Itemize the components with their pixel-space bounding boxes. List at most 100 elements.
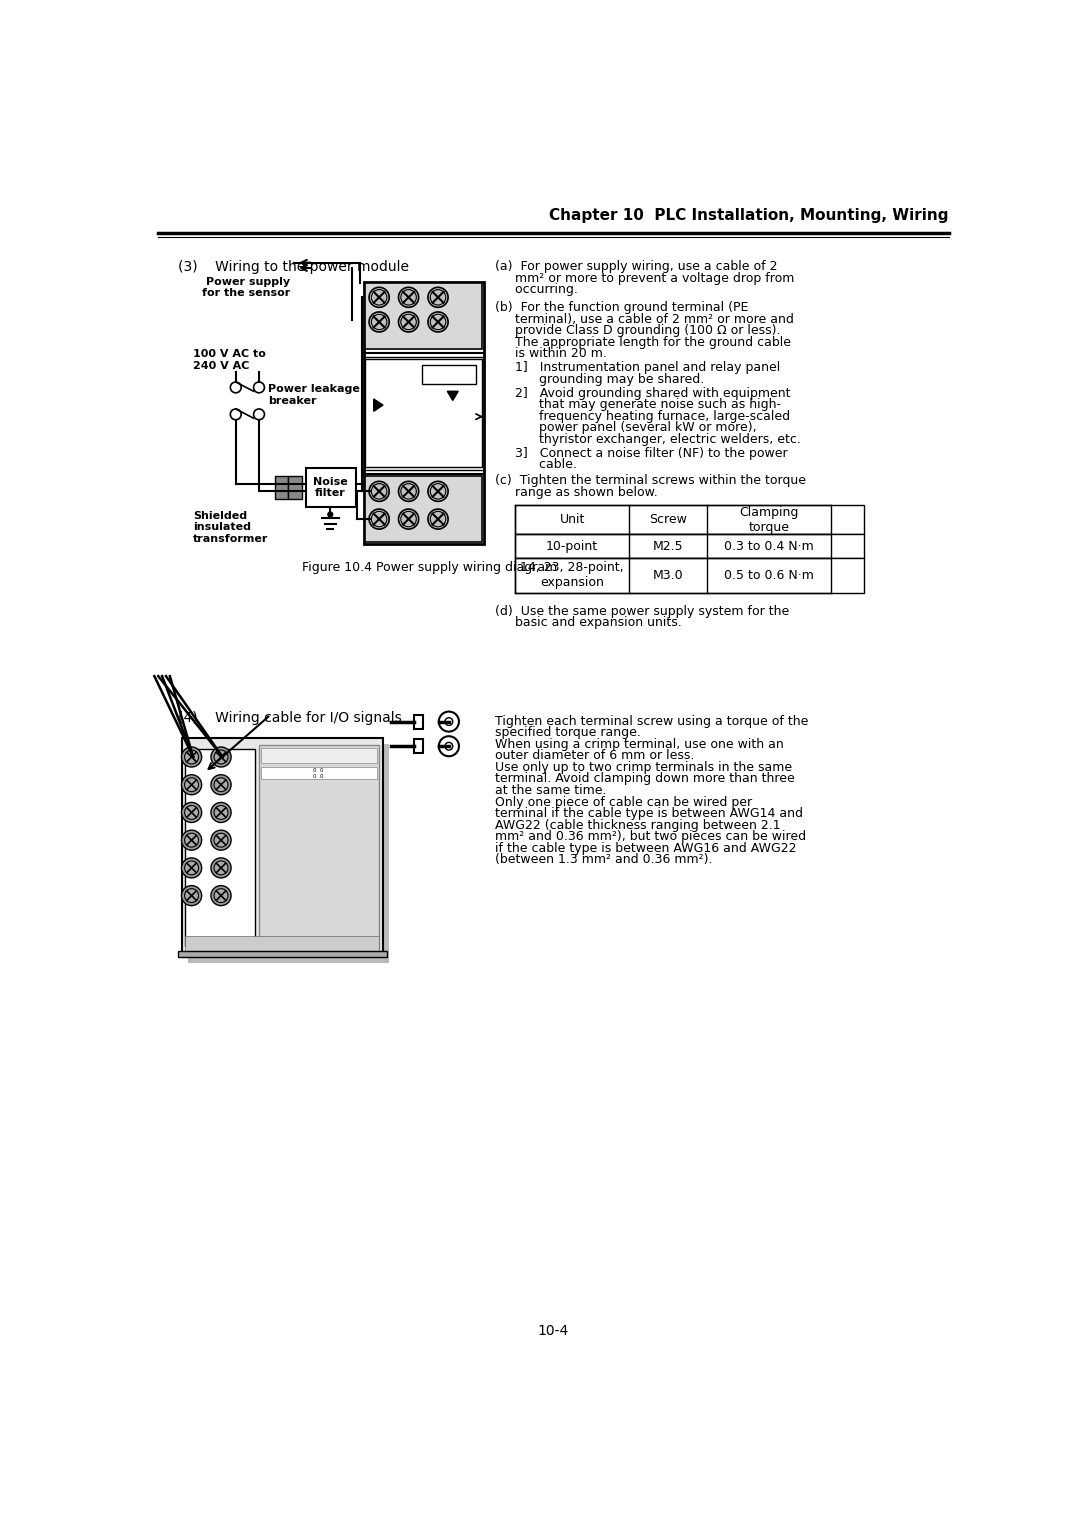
Text: (3)    Wiring to the power module: (3) Wiring to the power module <box>177 260 408 275</box>
Bar <box>274 475 288 500</box>
Circle shape <box>230 382 241 393</box>
Circle shape <box>401 315 416 330</box>
Bar <box>306 468 356 507</box>
Circle shape <box>372 484 387 500</box>
Circle shape <box>185 805 199 819</box>
Text: frequency heating furnace, large-scaled: frequency heating furnace, large-scaled <box>496 410 791 423</box>
Bar <box>181 738 383 957</box>
Bar <box>186 935 379 952</box>
Text: thyristor exchanger, electric welders, etc.: thyristor exchanger, electric welders, e… <box>496 432 801 446</box>
Bar <box>515 506 864 535</box>
Text: Figure 10.4 Power supply wiring diagram: Figure 10.4 Power supply wiring diagram <box>301 561 557 573</box>
Text: The appropriate length for the ground cable: The appropriate length for the ground ca… <box>496 336 792 348</box>
Circle shape <box>254 410 265 420</box>
Circle shape <box>214 833 228 847</box>
Circle shape <box>211 830 231 850</box>
Text: AWG22 (cable thickness ranging between 2.1: AWG22 (cable thickness ranging between 2… <box>496 819 781 831</box>
Text: cable.: cable. <box>496 458 577 471</box>
Bar <box>515 558 864 593</box>
Bar <box>365 284 482 348</box>
Circle shape <box>428 312 448 332</box>
Circle shape <box>369 287 389 307</box>
Text: Only one piece of cable can be wired per: Only one piece of cable can be wired per <box>496 796 753 808</box>
Text: grounding may be shared.: grounding may be shared. <box>496 373 704 385</box>
Bar <box>259 746 379 949</box>
Bar <box>186 749 255 946</box>
Circle shape <box>181 802 202 822</box>
Circle shape <box>372 512 387 527</box>
Text: 2]   Avoid grounding shared with equipment: 2] Avoid grounding shared with equipment <box>496 387 791 400</box>
Circle shape <box>214 805 228 819</box>
Text: power panel (several kW or more),: power panel (several kW or more), <box>496 422 757 434</box>
Text: provide Class D grounding (100 Ω or less).: provide Class D grounding (100 Ω or less… <box>496 324 781 338</box>
Text: specified torque range.: specified torque range. <box>496 726 642 740</box>
Circle shape <box>214 889 228 903</box>
Text: terminal if the cable type is between AWG14 and: terminal if the cable type is between AW… <box>496 807 804 821</box>
Text: mm² and 0.36 mm²), but two pieces can be wired: mm² and 0.36 mm²), but two pieces can be… <box>496 830 807 843</box>
Circle shape <box>185 750 199 764</box>
Text: Unit: Unit <box>559 513 584 526</box>
Circle shape <box>445 743 453 750</box>
Circle shape <box>430 290 446 306</box>
Text: Shielded
insulated
transformer: Shielded insulated transformer <box>193 510 269 544</box>
Circle shape <box>401 290 416 306</box>
Text: outer diameter of 6 mm or less.: outer diameter of 6 mm or less. <box>496 749 694 762</box>
Text: terminal. Avoid clamping down more than three: terminal. Avoid clamping down more than … <box>496 773 795 785</box>
Bar <box>414 740 423 753</box>
Text: (between 1.3 mm² and 0.36 mm²).: (between 1.3 mm² and 0.36 mm²). <box>496 853 713 866</box>
Circle shape <box>181 857 202 879</box>
Circle shape <box>428 481 448 501</box>
Bar <box>261 747 377 762</box>
Text: basic and expansion units.: basic and expansion units. <box>496 616 683 630</box>
Text: 1]   Instrumentation panel and relay panel: 1] Instrumentation panel and relay panel <box>496 361 781 374</box>
Circle shape <box>185 833 199 847</box>
Circle shape <box>211 775 231 795</box>
Text: Use only up to two crimp terminals in the same: Use only up to two crimp terminals in th… <box>496 761 793 773</box>
Text: M2.5: M2.5 <box>653 539 684 553</box>
Circle shape <box>185 778 199 792</box>
Bar <box>261 767 377 779</box>
Bar <box>422 365 476 385</box>
Text: terminal), use a cable of 2 mm² or more and: terminal), use a cable of 2 mm² or more … <box>496 313 794 325</box>
Bar <box>365 359 482 466</box>
Bar <box>188 744 389 963</box>
Circle shape <box>428 509 448 529</box>
Circle shape <box>181 886 202 906</box>
Circle shape <box>181 747 202 767</box>
Circle shape <box>185 860 199 876</box>
Circle shape <box>445 718 453 726</box>
Text: Screw: Screw <box>649 513 687 526</box>
Text: 100 V AC to
240 V AC: 100 V AC to 240 V AC <box>193 348 266 370</box>
Circle shape <box>211 886 231 906</box>
Text: (b)  For the function ground terminal (PE: (b) For the function ground terminal (PE <box>496 301 748 315</box>
Text: range as shown below.: range as shown below. <box>496 486 658 500</box>
Bar <box>515 535 864 558</box>
Circle shape <box>438 736 459 756</box>
Text: 0  0
0  0: 0 0 0 0 <box>313 767 324 779</box>
Text: Chapter 10  PLC Installation, Mounting, Wiring: Chapter 10 PLC Installation, Mounting, W… <box>550 208 948 223</box>
Text: 14, 23, 28-point,
expansion: 14, 23, 28-point, expansion <box>521 561 624 590</box>
Circle shape <box>372 290 387 306</box>
Circle shape <box>254 382 265 393</box>
Circle shape <box>430 512 446 527</box>
Text: 10-point: 10-point <box>546 539 598 553</box>
Text: Clamping
torque: Clamping torque <box>740 506 798 533</box>
Circle shape <box>399 312 419 332</box>
Bar <box>288 475 302 500</box>
Circle shape <box>399 287 419 307</box>
Text: 0.3 to 0.4 N·m: 0.3 to 0.4 N·m <box>724 539 814 553</box>
Text: 0.5 to 0.6 N·m: 0.5 to 0.6 N·m <box>724 568 814 582</box>
Circle shape <box>185 889 199 903</box>
Text: at the same time.: at the same time. <box>496 784 607 798</box>
Text: When using a crimp terminal, use one with an: When using a crimp terminal, use one wit… <box>496 738 784 750</box>
Circle shape <box>211 857 231 879</box>
Text: 10-4: 10-4 <box>538 1325 569 1339</box>
Text: M3.0: M3.0 <box>653 568 684 582</box>
Text: that may generate noise such as high-: that may generate noise such as high- <box>496 399 781 411</box>
Text: mm² or more to prevent a voltage drop from: mm² or more to prevent a voltage drop fr… <box>496 272 795 284</box>
Circle shape <box>181 830 202 850</box>
Circle shape <box>211 802 231 822</box>
Bar <box>364 283 484 544</box>
Circle shape <box>372 315 387 330</box>
Circle shape <box>430 315 446 330</box>
